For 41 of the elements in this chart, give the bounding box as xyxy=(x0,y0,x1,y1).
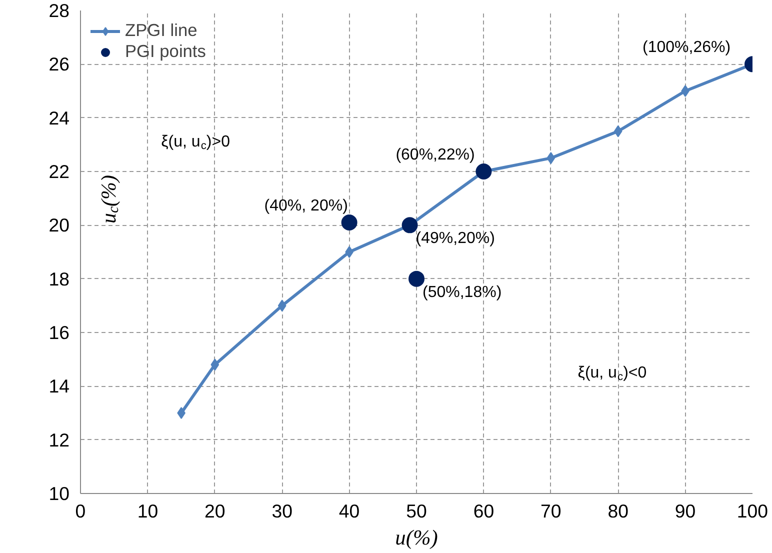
point xyxy=(341,214,358,230)
point xyxy=(402,217,418,234)
x-tick-label: 100 xyxy=(736,500,768,522)
y-tick-label: 16 xyxy=(48,322,70,343)
annotation: (60%,22%) xyxy=(396,146,475,164)
y-tick-label: 14 xyxy=(48,376,70,397)
point xyxy=(681,85,690,97)
x-tick-label: 40 xyxy=(338,500,360,522)
x-tick-label: 80 xyxy=(608,500,628,522)
y-tick-label: 24 xyxy=(48,107,70,128)
x-tick-label: 60 xyxy=(473,500,494,522)
x-tick-label: 70 xyxy=(540,500,562,522)
point xyxy=(546,152,556,164)
annotation: (50%,18%) xyxy=(422,284,502,301)
point xyxy=(210,358,220,371)
legend-label: ZPGI line xyxy=(125,20,198,41)
y-tick-label: 22 xyxy=(48,161,70,182)
x-axis-title: u(%) xyxy=(395,526,438,550)
x-tick-label: 20 xyxy=(204,500,226,522)
point xyxy=(345,246,354,258)
annotation: (49%,20%) xyxy=(416,230,495,248)
point xyxy=(408,270,424,287)
legend-label: PGI points xyxy=(125,41,206,62)
x-tick-label: 50 xyxy=(406,500,427,522)
y-tick-label: 18 xyxy=(48,268,70,290)
y-tick-label: 10 xyxy=(48,483,70,504)
x-tick-label: 90 xyxy=(674,500,696,522)
point xyxy=(476,164,492,180)
x-tick-label: 30 xyxy=(272,500,292,522)
y-tick-label: 26 xyxy=(48,54,70,75)
point xyxy=(614,125,622,138)
annotation: (40%, 20%) xyxy=(264,197,348,214)
y-tick-label: 12 xyxy=(48,429,70,450)
x-tick-label: 10 xyxy=(137,500,158,522)
y-tick-label: 20 xyxy=(48,214,70,236)
x-tick-label: 0 xyxy=(75,500,86,522)
point xyxy=(177,407,186,419)
y-tick-label: 28 xyxy=(48,0,70,21)
y-axis-title: uc(%) xyxy=(96,174,122,224)
point xyxy=(278,300,286,312)
annotation: (100%,26%) xyxy=(642,39,731,56)
